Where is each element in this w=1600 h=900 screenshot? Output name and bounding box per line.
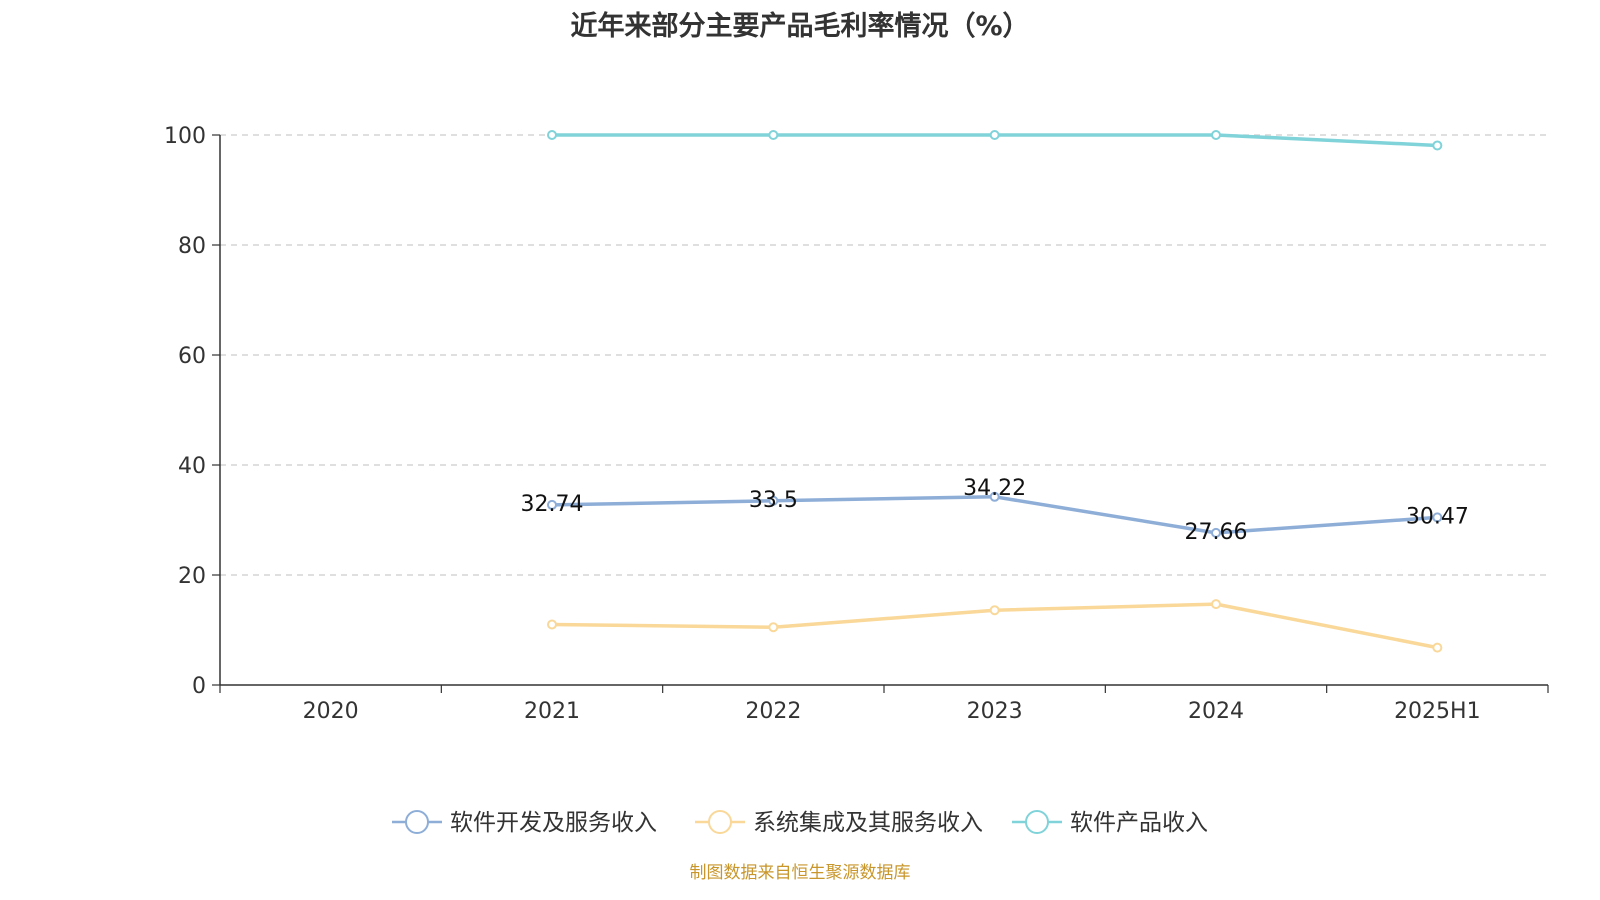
x-tick-label: 2022 <box>745 699 801 724</box>
data-point <box>768 130 779 140</box>
legend-label: 系统集成及其服务收入 <box>753 810 983 836</box>
y-tick-label: 20 <box>178 564 206 589</box>
y-tick-label: 0 <box>192 674 206 699</box>
legend-swatch-marker <box>405 810 429 834</box>
data-point <box>768 495 779 506</box>
x-tick-label: 2021 <box>524 699 580 724</box>
data-point <box>1432 512 1443 523</box>
y-tick-label: 80 <box>178 234 206 259</box>
data-label: 33.5 <box>749 488 798 513</box>
x-tick-label: 2023 <box>967 699 1023 724</box>
data-label: 32.74 <box>521 492 584 517</box>
legend-swatch-marker <box>708 810 732 834</box>
data-point <box>1432 642 1443 653</box>
x-tick-label: 2025H1 <box>1394 699 1481 724</box>
data-label: 27.66 <box>1185 520 1248 545</box>
y-tick-label: 100 <box>164 124 206 149</box>
data-point <box>989 491 1000 502</box>
data-point <box>989 605 1000 616</box>
y-tick-label: 60 <box>178 344 206 369</box>
chart-title: 近年来部分主要产品毛利率情况（%） <box>570 11 1030 42</box>
legend-label: 软件产品收入 <box>1070 810 1208 836</box>
legend-label: 软件开发及服务收入 <box>450 810 657 836</box>
series-line <box>551 495 1438 535</box>
data-point <box>768 622 779 633</box>
data-point <box>1211 130 1221 140</box>
data-point <box>547 499 557 510</box>
data-label: 34.22 <box>963 476 1026 501</box>
data-label: 30.47 <box>1406 504 1469 529</box>
source-note: 制图数据来自恒生聚源数据库 <box>689 863 911 883</box>
x-tick-label: 2024 <box>1188 699 1244 724</box>
data-point <box>1211 599 1221 610</box>
x-tick-label: 2020 <box>303 699 359 724</box>
y-tick-label: 40 <box>178 454 206 479</box>
data-point <box>989 130 1000 140</box>
data-point <box>547 130 557 140</box>
data-point <box>547 619 557 630</box>
legend-swatch-marker <box>1025 810 1049 834</box>
data-point <box>1432 140 1443 151</box>
data-point <box>1211 527 1221 538</box>
